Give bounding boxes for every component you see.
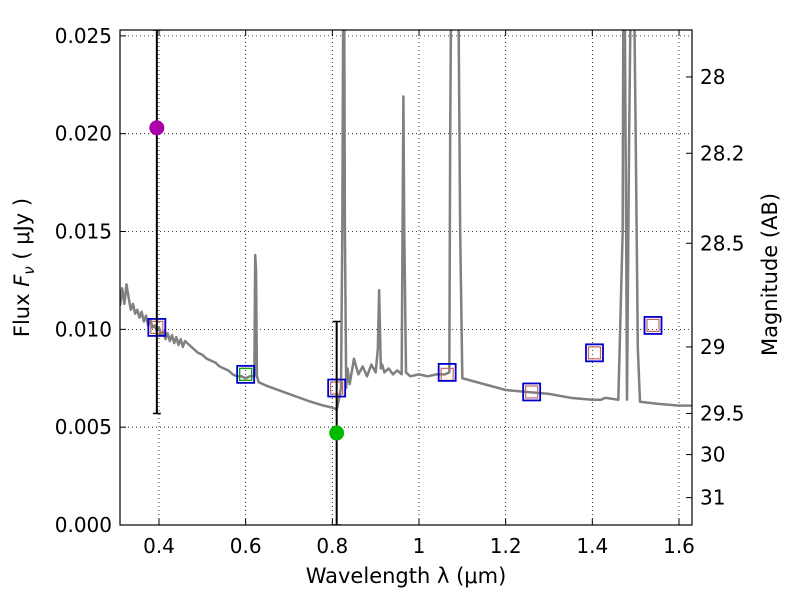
y-axis-label-subscript: ν [20, 266, 38, 274]
x-tick-label: 1 [413, 534, 426, 558]
y2-tick-label: 31 [700, 486, 725, 510]
y-tick-label: 0.010 [55, 317, 112, 341]
y2-tick-label: 30 [700, 443, 725, 467]
photometry-point [329, 425, 345, 441]
x-axis-label: Wavelength λ (μm) [306, 564, 507, 588]
y2-tick-label: 28.2 [700, 141, 745, 165]
model-square [646, 318, 660, 333]
y-axis-label-prefix: Flux [10, 287, 34, 337]
observed-square [643, 316, 663, 335]
plot-area [120, 30, 692, 525]
y2-tick-label: 29.5 [700, 401, 745, 425]
y2-tick-label: 29 [700, 335, 725, 359]
x-tick-label: 1.2 [490, 534, 522, 558]
axes-frame [119, 29, 693, 526]
y-tick-label: 0.015 [55, 220, 112, 244]
spectrum-line [120, 30, 692, 411]
y-tick-label: 0.025 [55, 24, 112, 48]
grid [120, 30, 692, 525]
y-tick-label: 0.020 [55, 122, 112, 146]
observed-square [437, 362, 457, 382]
ticks: 0.4 0.6 0.8 1 1.2 1.4 1.6 0.000 0.005 0.010 0.015 0… [55, 24, 745, 558]
x-tick-label: 0.6 [230, 534, 262, 558]
x-tick-label: 1.6 [663, 534, 695, 558]
photometry-point [149, 120, 165, 136]
y2-axis-label: Magnitude (AB) [758, 193, 782, 356]
model-square [587, 346, 602, 360]
highlight-square [239, 367, 253, 381]
y2-tick-label: 28.5 [700, 231, 745, 255]
x-tick-label: 1.4 [576, 534, 608, 558]
y-axis-label-symbol: F [10, 274, 34, 287]
x-tick-label: 0.8 [316, 534, 348, 558]
y-axis-label: Flux Fν ( μJy ) [10, 198, 38, 337]
x-tick-label: 0.4 [143, 534, 175, 558]
observed-square [236, 364, 256, 384]
y2-tick-label: 28 [700, 65, 725, 89]
y-axis-label-suffix: ( μJy ) [10, 198, 34, 266]
model-square [525, 385, 539, 399]
y-tick-label: 0.005 [55, 415, 112, 439]
observed-square [585, 343, 604, 363]
y-tick-label: 0.000 [55, 513, 112, 537]
observed-square [522, 382, 542, 402]
